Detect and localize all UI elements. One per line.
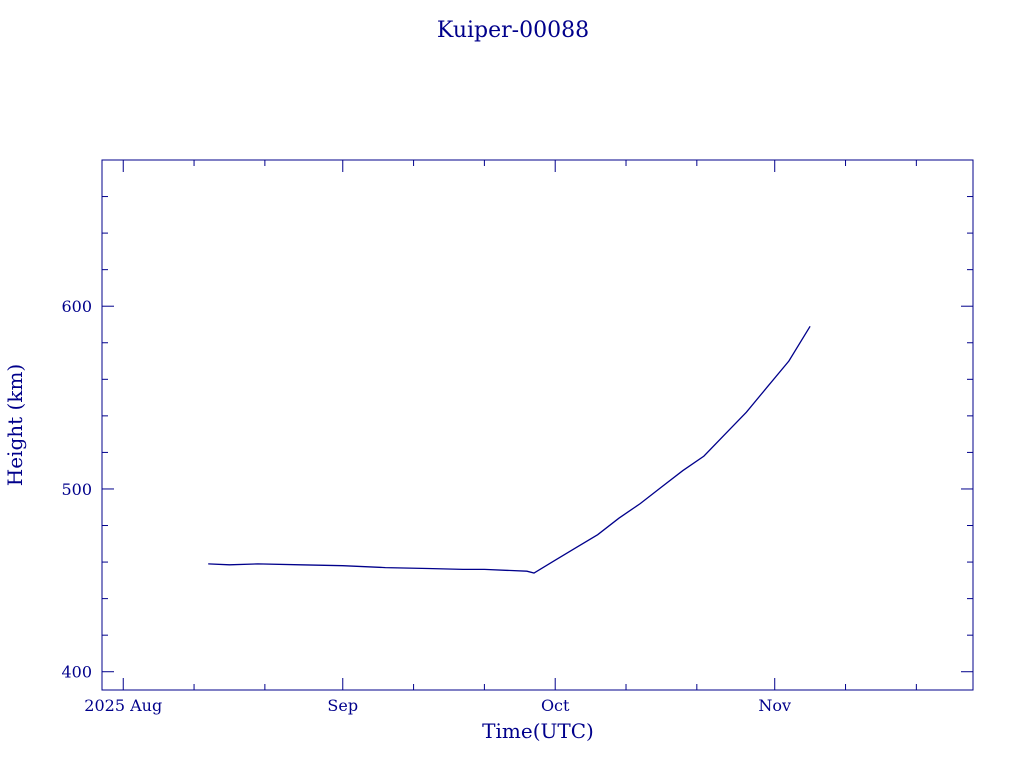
x-tick-label: Nov (758, 696, 791, 715)
series-layer (208, 325, 811, 574)
x-tick-label: Sep (327, 696, 358, 715)
y-tick-label: 600 (61, 297, 92, 316)
y-axis-label: Height (km) (3, 364, 27, 486)
y-axis: 400 500 600 (61, 159, 973, 682)
chart-title: Kuiper-00088 (437, 18, 589, 43)
y-tick-label: 400 (61, 663, 92, 682)
height-series-line (208, 325, 811, 574)
x-axis: 2025 Aug Sep Oct Nov (84, 160, 917, 715)
x-tick-label: 2025 Aug (84, 696, 162, 715)
x-tick-label: Oct (541, 696, 570, 715)
plot-frame (101, 159, 974, 691)
x-axis-label: Time(UTC) (482, 719, 594, 743)
y-tick-label: 500 (61, 480, 92, 499)
